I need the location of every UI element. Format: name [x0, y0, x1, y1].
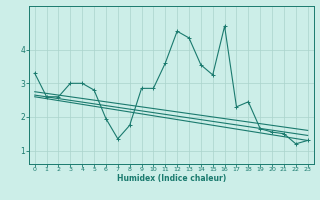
- X-axis label: Humidex (Indice chaleur): Humidex (Indice chaleur): [116, 174, 226, 183]
